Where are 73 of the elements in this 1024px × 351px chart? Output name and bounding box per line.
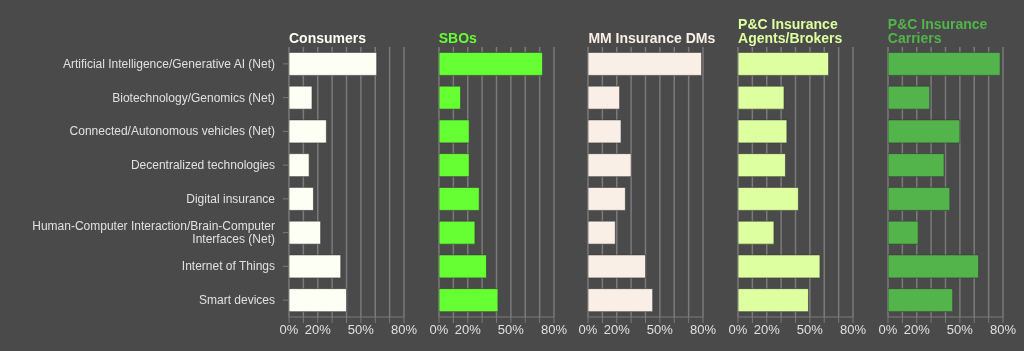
bar bbox=[289, 220, 321, 245]
x-tick-label: 50% bbox=[796, 322, 824, 338]
bar bbox=[438, 254, 487, 279]
y-tick-label: Decentralized technologies bbox=[130, 158, 275, 173]
bar bbox=[738, 288, 809, 312]
bar bbox=[887, 52, 1001, 76]
x-tick-label: 20% bbox=[604, 322, 631, 338]
chart-title: Consumers bbox=[289, 29, 368, 46]
bar bbox=[887, 254, 979, 279]
x-tick-label: 20% bbox=[903, 322, 930, 338]
bar bbox=[289, 119, 327, 144]
bar bbox=[738, 254, 821, 279]
bar bbox=[438, 52, 543, 76]
bar bbox=[887, 85, 930, 110]
y-tick-label: Human-Computer Interaction/Brain-Computer Interfaces (Net) bbox=[32, 219, 275, 247]
y-tick-label: Smart devices bbox=[198, 293, 275, 308]
bar bbox=[289, 288, 347, 312]
x-tick-label: 0% bbox=[878, 322, 898, 338]
bar bbox=[438, 220, 475, 245]
x-tick-label: 80% bbox=[540, 322, 568, 338]
bar bbox=[289, 85, 313, 110]
chart-title: P&C Insurance Agents/Brokers bbox=[738, 15, 844, 46]
bar bbox=[588, 153, 632, 177]
chart-title: P&C Insurance Carriers bbox=[887, 15, 989, 46]
bar bbox=[438, 85, 461, 110]
x-tick-label: 50% bbox=[946, 322, 974, 338]
bar bbox=[588, 52, 703, 76]
x-tick-label: 80% bbox=[989, 322, 1017, 338]
bar bbox=[438, 187, 480, 211]
x-tick-label: 0% bbox=[578, 322, 599, 338]
bar bbox=[738, 220, 775, 245]
y-tick-label: Biotechnology/Genomics (Net) bbox=[112, 90, 275, 105]
x-tick-label: 50% bbox=[347, 322, 375, 338]
x-tick-label: 20% bbox=[454, 322, 481, 338]
bar bbox=[887, 220, 919, 245]
bar bbox=[887, 288, 953, 312]
x-tick-label: 0% bbox=[728, 322, 748, 338]
y-tick-label: Artificial Intelligence/Generative AI (Net) bbox=[62, 56, 275, 71]
x-tick-label: 80% bbox=[840, 322, 867, 338]
bar bbox=[438, 119, 470, 144]
bar bbox=[588, 220, 616, 245]
x-tick-label: 0% bbox=[429, 322, 449, 338]
bar bbox=[289, 254, 342, 279]
x-tick-label: 50% bbox=[647, 322, 674, 338]
bar bbox=[289, 187, 314, 211]
bar bbox=[588, 119, 622, 144]
bar bbox=[438, 288, 498, 312]
x-tick-label: 20% bbox=[304, 322, 332, 338]
bar bbox=[588, 288, 654, 312]
x-tick-label: 0% bbox=[279, 322, 299, 338]
chart-title: MM Insurance DMs bbox=[588, 29, 717, 46]
bar bbox=[588, 187, 627, 211]
y-tick-label: Internet of Things bbox=[181, 259, 275, 274]
bar bbox=[738, 52, 829, 76]
y-tick-label: Digital insurance bbox=[186, 191, 276, 206]
chart-title: SBOs bbox=[438, 29, 478, 46]
bar bbox=[289, 153, 310, 177]
bar bbox=[738, 119, 788, 144]
bar bbox=[588, 254, 647, 279]
bar bbox=[438, 153, 470, 177]
bar bbox=[887, 119, 960, 144]
bar bbox=[289, 52, 377, 76]
bar bbox=[887, 153, 945, 177]
bar bbox=[588, 85, 621, 110]
bar bbox=[887, 187, 950, 211]
y-tick-label: Connected/Autonomous vehicles (Net) bbox=[69, 124, 275, 139]
x-tick-label: 80% bbox=[690, 322, 717, 338]
x-tick-label: 50% bbox=[497, 322, 525, 338]
x-tick-label: 80% bbox=[390, 322, 418, 338]
bar bbox=[738, 153, 786, 177]
bar bbox=[738, 85, 785, 110]
bar bbox=[738, 187, 799, 211]
x-tick-label: 20% bbox=[753, 322, 781, 338]
